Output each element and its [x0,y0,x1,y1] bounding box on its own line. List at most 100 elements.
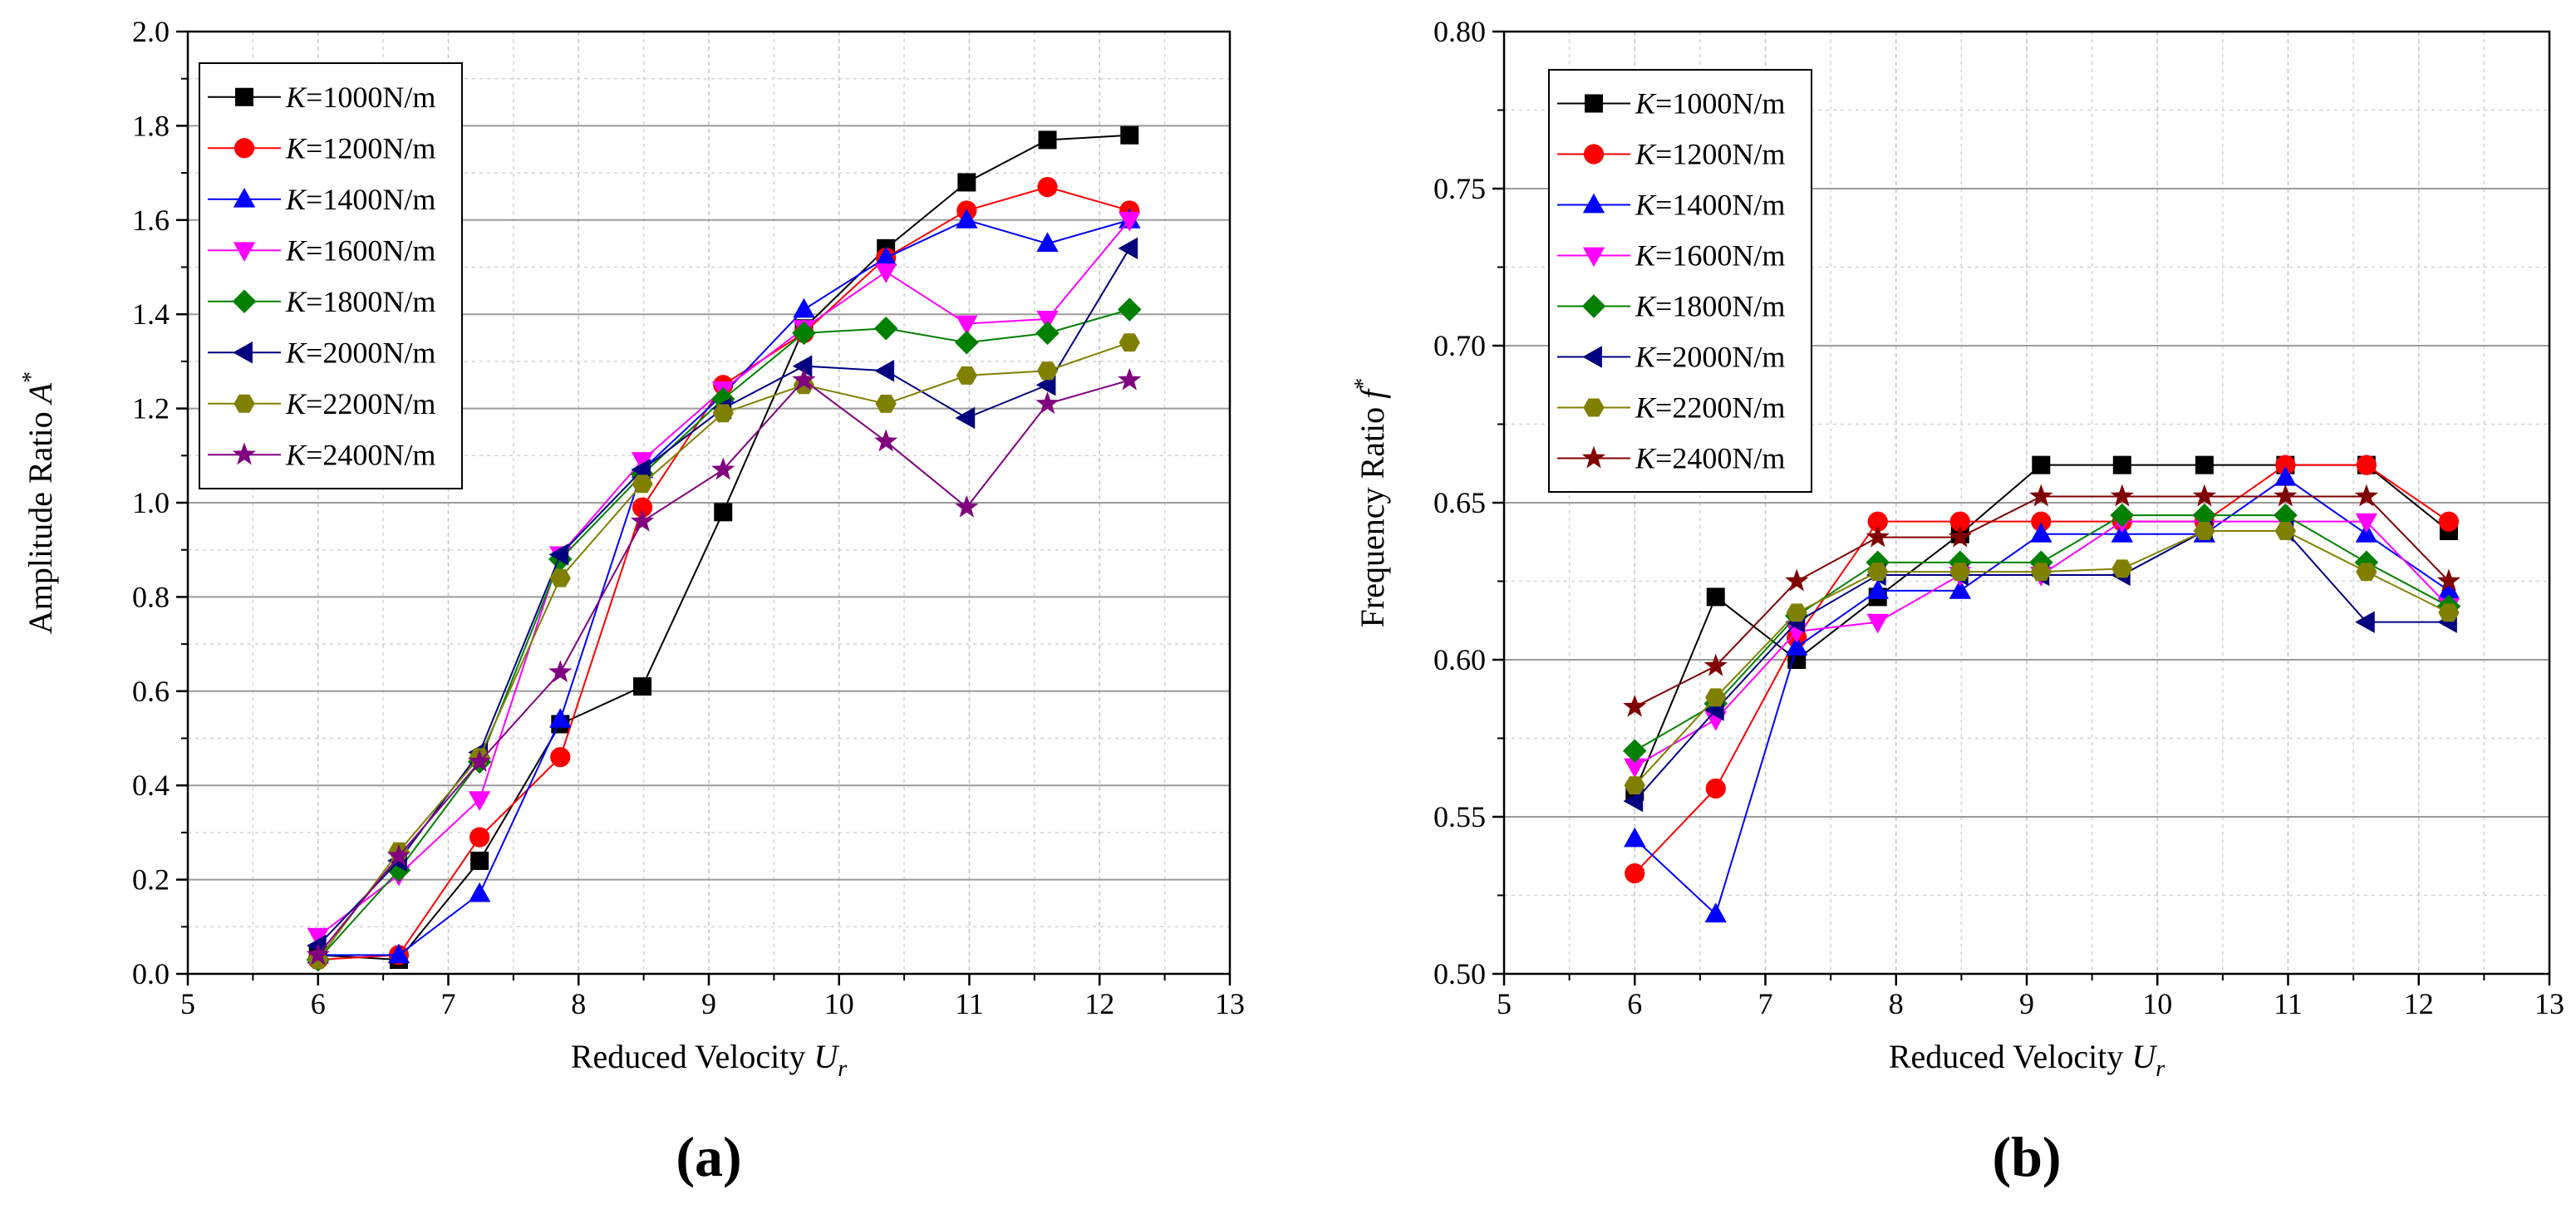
data-point [386,843,411,867]
x-tick-label: 10 [824,987,854,1020]
data-point [1785,568,1809,592]
x-tick-label: 9 [701,987,716,1020]
y-tick-label: 0.50 [1433,957,1486,990]
x-tick-label: 6 [1627,987,1642,1020]
x-tick-label: 11 [2274,987,2303,1020]
ticks: 5 6 7 8 9 10 11 12 13 0.50 0.55 0.60 0.65 0.70 0.75 0.8… [1433,15,2564,1020]
y-tick-label: 0.6 [132,675,170,708]
legend-marker [232,442,257,465]
legend-marker [233,342,253,364]
legend-item: K=2000N/m [208,336,435,369]
data-point [1624,827,1646,848]
data-point [1036,361,1059,381]
legend-label: K=2000N/m [1635,341,1785,374]
data-point [2195,455,2214,474]
x-tick-label: 6 [311,987,326,1020]
series-K=2200N/m [1624,522,2460,795]
x-tick-label: 5 [180,987,195,1020]
y-tick-label: 1.0 [132,486,170,519]
legend-item: K=1400N/m [1557,189,1785,222]
legend-label: K=2400N/m [285,438,435,471]
data-point [2274,484,2298,507]
y-tick-label: 0.8 [132,580,170,613]
data-point [956,315,978,336]
legend-label: K=1600N/m [285,233,435,267]
y-tick-label: 2.0 [132,15,170,48]
data-point [633,677,652,696]
y-tick-label: 1.2 [132,392,170,425]
data-point [1118,297,1142,322]
legend-label: K=2200N/m [285,387,435,420]
data-point [1949,563,1971,582]
y-tick-label: 0.0 [132,957,170,990]
data-point [306,942,330,966]
legend-label: K=1600N/m [1635,239,1785,273]
legend-item: K=2000N/m [1557,341,1785,374]
data-point [1118,333,1140,352]
legend-item: K=1600N/m [1557,239,1785,273]
legend-item: K=2400N/m [208,438,435,471]
data-point [1036,232,1059,253]
data-point [1706,587,1725,607]
x-tick-label: 5 [1497,987,1512,1020]
data-point [2192,503,2217,528]
data-point [1625,863,1645,884]
data-point [1035,321,1059,346]
legend-label: K=1800N/m [1635,290,1785,323]
x-axis-title: Reduced Velocity Ur [1889,1038,2165,1082]
legend: K=1000N/m K=1200N/m K=1400N/m K=1600N/m K=18… [1548,69,1812,493]
data-point [2030,563,2052,582]
data-point [632,474,653,494]
y-tick-label: 1.8 [132,109,170,142]
y-axis-title: Frequency Ratio f* [1350,378,1391,628]
data-point [2437,579,2460,599]
x-axis-title: Reduced Velocity Ur [571,1038,847,1082]
data-point [1867,511,1888,532]
data-point [1038,130,1057,150]
legend-item: K=1400N/m [208,183,435,216]
y-tick-label: 0.70 [1433,329,1486,362]
legend-marker [1581,294,1606,318]
legend-label: K=1800N/m [285,285,435,318]
series-group [306,125,1142,972]
series-K=2400N/m [306,367,1142,966]
data-point [712,404,734,423]
data-point [874,246,897,267]
legend-marker [232,289,257,314]
data-point [548,543,569,566]
legend-marker [1585,94,1603,113]
data-point [2112,455,2131,474]
data-point [2355,611,2375,633]
legend-label: K=1000N/m [285,81,435,114]
data-point [630,509,655,532]
data-point [955,330,979,355]
data-point [1705,778,1726,799]
legend-label: K=1000N/m [1635,87,1785,120]
legend-item: K=1200N/m [1557,138,1785,171]
data-point [792,321,816,346]
legend-item: K=1200N/m [208,131,435,165]
legend-marker [233,188,256,208]
data-point [874,429,898,452]
data-point [470,851,489,870]
legend-marker [1583,398,1605,417]
legend-label: K=2200N/m [1635,391,1785,425]
x-tick-label: 8 [571,987,586,1020]
data-point [2275,455,2296,475]
x-tick-label: 10 [2142,987,2172,1020]
data-point [1118,237,1138,260]
data-point [467,750,492,772]
data-point [307,927,329,948]
data-point [1866,579,1889,599]
legend-item: K=1800N/m [1557,290,1785,323]
data-point [2032,455,2051,474]
legend-item: K=1000N/m [1557,87,1785,120]
y-tick-label: 0.55 [1433,800,1486,833]
x-tick-label: 12 [1084,987,1114,1020]
data-point [955,494,979,518]
panel-label: (a) [676,1125,741,1188]
legend-item: K=1800N/m [208,285,435,318]
data-point [2030,523,2052,543]
data-point [792,355,813,377]
legend-marker [1582,193,1605,214]
